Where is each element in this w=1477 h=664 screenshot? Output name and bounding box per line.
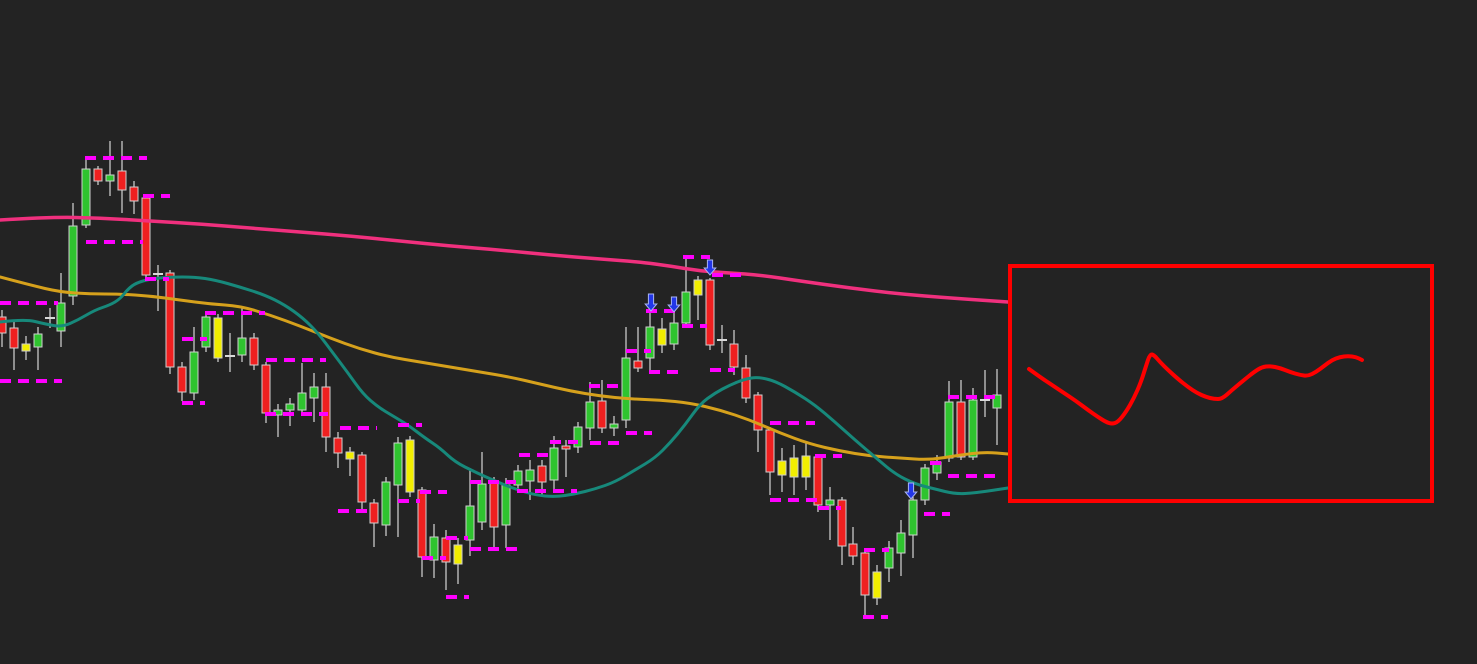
candle — [860, 550, 870, 617]
candle — [345, 447, 355, 476]
doji-candle — [717, 325, 727, 353]
candle — [585, 382, 595, 440]
candle — [453, 538, 463, 584]
candle — [477, 452, 487, 530]
sell-arrow-down-icon — [904, 482, 918, 500]
candle — [633, 327, 643, 372]
candle — [609, 416, 619, 436]
candle — [789, 445, 799, 495]
candle — [872, 565, 882, 605]
candle — [213, 314, 223, 362]
candle — [896, 520, 906, 576]
candle — [189, 327, 199, 400]
candle — [0, 310, 7, 347]
candle — [56, 273, 66, 347]
candle — [68, 203, 78, 305]
inset-border — [1008, 264, 1434, 503]
ma-teal-fast — [0, 275, 1010, 498]
candle — [165, 270, 175, 374]
candle — [813, 454, 823, 512]
candle — [693, 276, 703, 320]
sell-arrow-down-icon — [644, 293, 658, 312]
candle — [549, 436, 559, 492]
candle — [705, 278, 715, 350]
candle — [597, 380, 607, 433]
candle — [992, 369, 1002, 445]
candle — [968, 388, 978, 460]
candle — [429, 524, 439, 578]
candle — [129, 181, 139, 214]
sell-arrow-down-icon — [667, 296, 681, 313]
ma-pink-slow — [0, 215, 1010, 304]
candle — [117, 141, 127, 213]
candle — [837, 497, 847, 565]
candle — [357, 452, 367, 509]
candle — [669, 312, 679, 350]
candle — [561, 440, 571, 477]
candle — [93, 166, 103, 185]
candle — [201, 312, 211, 352]
ma-orange-mid — [0, 275, 1010, 461]
dashed-levels-layer — [0, 156, 998, 619]
candle — [729, 330, 739, 375]
candle — [249, 333, 259, 370]
candle — [956, 380, 966, 460]
candle — [801, 443, 811, 490]
doji-candle — [225, 333, 235, 372]
candle — [81, 156, 91, 228]
sell-arrow-down-icon — [703, 259, 717, 276]
candle — [21, 336, 31, 360]
inset-indicator-line — [1027, 352, 1364, 426]
candle — [237, 308, 247, 362]
candle — [309, 373, 319, 422]
doji-candle — [980, 370, 990, 417]
candle — [141, 194, 151, 278]
candle — [177, 362, 187, 401]
candle — [105, 141, 115, 196]
signal-arrows-layer — [644, 259, 918, 500]
candle — [908, 497, 918, 558]
candle — [657, 318, 667, 353]
candle — [9, 322, 19, 370]
inset-preview — [1008, 264, 1434, 503]
candle — [369, 499, 379, 547]
candle — [33, 327, 43, 370]
candle — [381, 477, 391, 536]
candle — [393, 437, 403, 537]
candle — [825, 487, 835, 540]
candle — [405, 436, 415, 497]
candle — [333, 432, 343, 468]
candle — [297, 363, 307, 416]
candle — [513, 465, 523, 490]
candle — [777, 448, 787, 492]
candles-layer — [0, 141, 1002, 617]
candle — [573, 422, 583, 453]
candle — [848, 527, 858, 565]
candle — [645, 312, 655, 373]
doji-candle — [153, 265, 163, 311]
candle — [621, 327, 631, 428]
